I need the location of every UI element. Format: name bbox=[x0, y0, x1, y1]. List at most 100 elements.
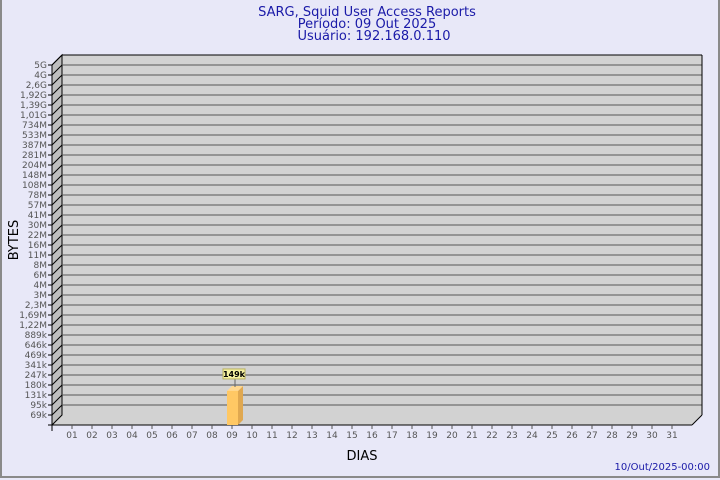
x-tick-label: 02 bbox=[86, 431, 97, 441]
y-tick-diag bbox=[51, 104, 63, 116]
y-tick-label: 78M bbox=[28, 191, 47, 201]
y-tick-label: 22M bbox=[28, 231, 47, 241]
y-tick-diag bbox=[51, 124, 63, 136]
y-tick-diag bbox=[51, 384, 63, 396]
y-tick-label: 204M bbox=[22, 161, 47, 171]
y-tick-diag bbox=[51, 214, 63, 226]
y-tick-diag bbox=[51, 334, 63, 346]
x-tick-label: 25 bbox=[546, 431, 557, 441]
x-tick-label: 31 bbox=[666, 431, 677, 441]
x-tick-label: 20 bbox=[446, 431, 458, 441]
x-tick-label: 14 bbox=[326, 431, 338, 441]
y-tick-label: 8M bbox=[34, 261, 48, 271]
x-tick-label: 13 bbox=[306, 431, 317, 441]
y-tick-label: 889k bbox=[25, 331, 48, 341]
y-tick-diag bbox=[51, 94, 63, 106]
y-tick-label: 148M bbox=[22, 171, 47, 181]
x-tick-label: 28 bbox=[606, 431, 618, 441]
y-tick-label: 11M bbox=[28, 251, 47, 261]
chart-subtitle-user: Usuário: 192.168.0.110 bbox=[297, 29, 450, 44]
x-tick-label: 30 bbox=[646, 431, 658, 441]
y-tick-diag bbox=[51, 314, 63, 326]
y-tick-diag bbox=[51, 244, 63, 256]
y-tick-diag bbox=[51, 224, 63, 236]
y-tick-diag bbox=[51, 84, 63, 96]
chart-subtitle-period: Período: 09 Out 2025 bbox=[298, 17, 436, 32]
y-tick-label: 57M bbox=[28, 201, 47, 211]
bar-side-09 bbox=[238, 385, 243, 425]
y-tick-diag bbox=[51, 374, 63, 386]
x-tick-label: 16 bbox=[366, 431, 378, 441]
y-tick-label: 4G bbox=[34, 71, 47, 81]
y-tick-label: 469k bbox=[25, 351, 48, 361]
y-tick-label: 2,3M bbox=[25, 301, 47, 311]
y-tick-diag bbox=[51, 404, 63, 416]
x-tick-label: 26 bbox=[566, 431, 578, 441]
y-tick-label: 6M bbox=[34, 271, 48, 281]
y-tick-diag bbox=[51, 264, 63, 276]
y-axis-label: BYTES bbox=[7, 220, 22, 261]
y-tick-label: 16M bbox=[28, 241, 47, 251]
y-tick-label: 1,39G bbox=[20, 101, 47, 111]
y-tick-label: 1,01G bbox=[20, 111, 47, 121]
y-tick-label: 180k bbox=[25, 381, 48, 391]
x-tick-label: 22 bbox=[486, 431, 497, 441]
x-tick-label: 11 bbox=[266, 431, 277, 441]
y-tick-diag bbox=[51, 234, 63, 246]
y-tick-diag bbox=[51, 254, 63, 266]
y-tick-label: 95k bbox=[30, 401, 47, 411]
y-tick-label: 5G bbox=[34, 61, 47, 71]
data-label-box bbox=[222, 368, 246, 380]
x-tick-label: 10 bbox=[246, 431, 258, 441]
y-tick-label: 533M bbox=[22, 131, 47, 141]
x-tick-label: 29 bbox=[626, 431, 638, 441]
x-tick-label: 24 bbox=[526, 431, 538, 441]
bar-top-09 bbox=[227, 385, 243, 391]
y-tick-label: 69k bbox=[30, 411, 47, 421]
y-tick-diag bbox=[51, 184, 63, 196]
y-tick-label: 131k bbox=[25, 391, 48, 401]
y-tick-diag bbox=[51, 274, 63, 286]
y-tick-label: 1,92G bbox=[20, 91, 47, 101]
x-tick-label: 05 bbox=[146, 431, 157, 441]
y-tick-diag bbox=[51, 54, 63, 66]
y-tick-diag bbox=[51, 194, 63, 206]
y-tick-diag bbox=[51, 394, 63, 406]
x-tick-label: 06 bbox=[166, 431, 178, 441]
y-tick-diag bbox=[51, 74, 63, 86]
x-tick-label: 03 bbox=[106, 431, 117, 441]
chart-title: SARG, Squid User Access Reports bbox=[258, 5, 476, 20]
y-tick-diag bbox=[51, 324, 63, 336]
x-tick-label: 17 bbox=[386, 431, 397, 441]
y-tick-label: 108M bbox=[22, 181, 47, 191]
data-label: 149k bbox=[223, 370, 246, 379]
y-tick-label: 646k bbox=[25, 341, 48, 351]
x-tick-label: 27 bbox=[586, 431, 597, 441]
y-tick-label: 341k bbox=[25, 361, 48, 371]
x-tick-label: 04 bbox=[126, 431, 138, 441]
y-tick-diag bbox=[51, 174, 63, 186]
y-tick-diag bbox=[51, 114, 63, 126]
y-tick-diag bbox=[51, 64, 63, 76]
y-tick-label: 30M bbox=[28, 221, 47, 231]
y-tick-diag bbox=[51, 354, 63, 366]
y-tick-label: 734M bbox=[22, 121, 47, 131]
y-tick-diag bbox=[51, 284, 63, 296]
bar-09 bbox=[227, 390, 238, 425]
y-tick-diag bbox=[51, 364, 63, 376]
y-tick-label: 281M bbox=[22, 151, 47, 161]
plot-back-wall bbox=[52, 55, 702, 425]
y-tick-label: 387M bbox=[22, 141, 47, 151]
x-tick-label: 19 bbox=[426, 431, 438, 441]
x-tick-label: 08 bbox=[206, 431, 218, 441]
y-tick-diag bbox=[51, 204, 63, 216]
y-tick-label: 1,69M bbox=[19, 311, 47, 321]
x-tick-label: 09 bbox=[226, 431, 238, 441]
y-tick-diag bbox=[51, 164, 63, 176]
y-tick-label: 4M bbox=[34, 281, 48, 291]
timestamp: 10/Out/2025-00:00 bbox=[615, 462, 710, 473]
y-tick-label: 3M bbox=[34, 291, 48, 301]
y-tick-label: 2,6G bbox=[26, 81, 47, 91]
x-axis-label: DIAS bbox=[347, 449, 378, 464]
